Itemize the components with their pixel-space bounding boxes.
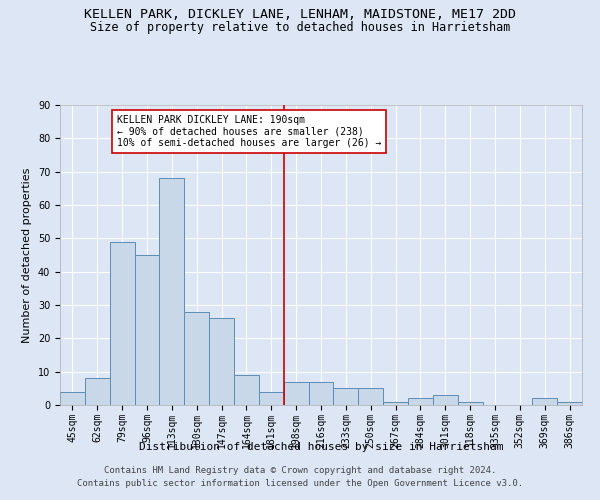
Bar (160, 178, 184, 405)
Text: KELLEN PARK DICKLEY LANE: 190sqm
← 90% of detached houses are smaller (238)
10% : KELLEN PARK DICKLEY LANE: 190sqm ← 90% o… (117, 115, 382, 148)
Bar (60, 392, 85, 405)
Bar (259, 392, 284, 405)
Text: Distribution of detached houses by size in Harrietsham: Distribution of detached houses by size … (139, 442, 503, 452)
Bar (458, 402, 482, 405)
Bar (383, 402, 408, 405)
Bar (557, 402, 582, 405)
Bar (408, 398, 433, 405)
Text: KELLEN PARK, DICKLEY LANE, LENHAM, MAIDSTONE, ME17 2DD: KELLEN PARK, DICKLEY LANE, LENHAM, MAIDS… (84, 8, 516, 20)
Bar (184, 312, 209, 405)
Bar (110, 242, 134, 405)
Bar (284, 382, 308, 405)
Text: Size of property relative to detached houses in Harrietsham: Size of property relative to detached ho… (90, 21, 510, 34)
Bar (308, 382, 334, 405)
Bar (234, 375, 259, 405)
Bar (134, 255, 160, 405)
Bar (85, 378, 110, 405)
Bar (433, 395, 458, 405)
Y-axis label: Number of detached properties: Number of detached properties (22, 168, 32, 342)
Bar (358, 388, 383, 405)
Bar (334, 388, 358, 405)
Bar (532, 398, 557, 405)
Text: Contains HM Land Registry data © Crown copyright and database right 2024.
Contai: Contains HM Land Registry data © Crown c… (77, 466, 523, 487)
Bar (209, 318, 234, 405)
